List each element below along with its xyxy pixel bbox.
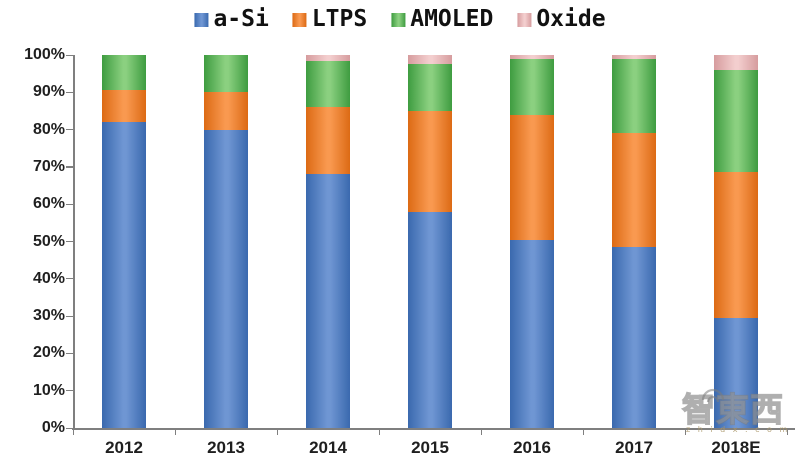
legend-label: Oxide xyxy=(536,6,606,32)
bar-segment-ltps-2016 xyxy=(510,114,554,240)
legend-label: a-Si xyxy=(213,6,269,32)
x-axis-tick xyxy=(277,428,279,435)
x-axis-line xyxy=(72,428,795,430)
bar-segment-ltps-2018E xyxy=(714,172,758,318)
bar-segment-a-si-2016 xyxy=(510,239,554,428)
bar-segment-a-si-2012 xyxy=(102,122,146,428)
y-axis-label: 40% xyxy=(32,269,65,287)
chart-legend: a-Si LTPS AMOLED Oxide xyxy=(194,6,606,32)
bar-segment-ltps-2015 xyxy=(408,110,452,212)
y-axis-label: 100% xyxy=(24,46,65,63)
legend-item-a-si: a-Si xyxy=(194,6,269,32)
y-axis-tick xyxy=(66,54,73,56)
bar-segment-ltps-2017 xyxy=(612,133,656,248)
bar-segment-ltps-2013 xyxy=(204,92,248,130)
y-axis-tick xyxy=(66,390,73,392)
y-axis-tick xyxy=(66,315,73,317)
x-axis-tick xyxy=(379,428,381,435)
y-axis-tick xyxy=(66,166,73,168)
x-axis-tick xyxy=(481,428,483,435)
x-axis-label-2012: 2012 xyxy=(105,438,143,457)
y-axis-label: 60% xyxy=(32,195,65,213)
x-axis-tick xyxy=(685,428,687,435)
x-axis-label-2014: 2014 xyxy=(309,438,347,457)
bar-segment-oxide-2015 xyxy=(408,55,452,65)
bar-segment-ltps-2012 xyxy=(102,90,146,123)
y-axis-tick xyxy=(66,352,73,355)
x-axis-label-2018E: 2018E xyxy=(711,438,761,457)
y-axis-tick xyxy=(66,203,73,205)
y-axis-label: 30% xyxy=(32,307,65,325)
bar-segment-a-si-2015 xyxy=(408,211,452,428)
legend-swatch-icon xyxy=(391,12,406,27)
bar-segment-amoled-2017 xyxy=(612,58,656,134)
legend-label: AMOLED xyxy=(410,6,494,32)
legend-label: LTPS xyxy=(311,6,368,32)
legend-item-oxide: Oxide xyxy=(517,6,606,32)
bar-segment-a-si-2014 xyxy=(306,174,350,428)
x-axis-tick xyxy=(787,428,789,435)
bar-segment-ltps-2014 xyxy=(306,107,350,175)
y-axis-label: 90% xyxy=(32,83,65,101)
legend-swatch-icon xyxy=(194,12,209,27)
legend-swatch-icon xyxy=(517,12,532,27)
y-axis-label: 70% xyxy=(32,157,65,175)
bar-segment-amoled-2013 xyxy=(204,55,248,93)
bar-segment-a-si-2017 xyxy=(612,247,656,428)
bar-segment-amoled-2015 xyxy=(408,64,452,111)
y-axis-label: 0% xyxy=(41,419,65,436)
bar-segment-oxide-2014 xyxy=(306,55,350,61)
x-axis-tick xyxy=(175,428,177,435)
x-axis-label-2016: 2016 xyxy=(513,438,551,457)
y-axis-label: 10% xyxy=(32,381,65,399)
bar-segment-oxide-2017 xyxy=(612,55,656,59)
bar-segment-a-si-2013 xyxy=(204,129,248,428)
bar-segment-oxide-2018E xyxy=(714,55,758,70)
y-axis-tick xyxy=(66,278,73,280)
x-axis-label-2013: 2013 xyxy=(207,438,245,457)
x-axis-tick xyxy=(73,428,75,435)
legend-item-amoled: AMOLED xyxy=(391,8,493,31)
bar-segment-amoled-2014 xyxy=(306,60,350,108)
y-axis-tick xyxy=(66,129,73,131)
x-axis-label-2017: 2017 xyxy=(615,438,653,457)
y-axis-label: 80% xyxy=(32,120,65,138)
x-axis-label-2015: 2015 xyxy=(411,438,449,457)
y-axis-tick xyxy=(66,427,73,429)
y-axis-label: 50% xyxy=(32,232,65,250)
y-axis-line xyxy=(73,55,75,428)
bar-segment-amoled-2012 xyxy=(102,55,146,91)
bar-segment-amoled-2016 xyxy=(510,58,554,115)
y-axis-label: 20% xyxy=(32,344,65,362)
x-axis-tick xyxy=(583,428,585,435)
legend-item-ltps: LTPS xyxy=(292,6,368,32)
y-axis-tick xyxy=(66,241,73,243)
bar-segment-a-si-2018E xyxy=(714,317,758,428)
bar-segment-oxide-2016 xyxy=(510,55,554,59)
legend-swatch-icon xyxy=(292,12,307,27)
y-axis-tick xyxy=(66,91,73,93)
bar-segment-amoled-2018E xyxy=(714,69,758,173)
